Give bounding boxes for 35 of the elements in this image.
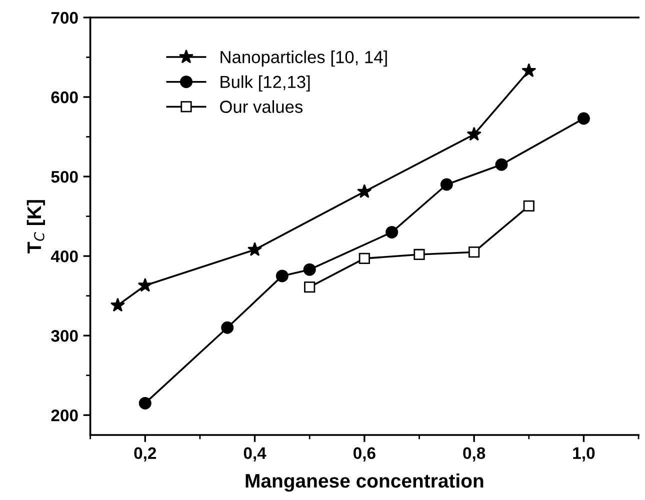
point <box>414 248 425 260</box>
y-tick-label: 500 <box>51 170 78 183</box>
point <box>358 252 370 264</box>
point <box>523 200 534 212</box>
legend-label: Our values <box>220 100 303 113</box>
x-tick-label: 1,0 <box>573 447 595 462</box>
point <box>577 112 590 125</box>
x-tick-label: 0,4 <box>244 447 266 462</box>
point <box>276 270 288 282</box>
legend-label: Nanoparticles [10, 14] <box>220 50 387 67</box>
x-tick-label: 0,6 <box>354 447 376 462</box>
point <box>522 63 536 78</box>
y-tick-label: 300 <box>51 330 78 342</box>
point <box>466 126 482 141</box>
point <box>110 298 126 312</box>
point <box>138 278 152 292</box>
y-tick-label: 700 <box>51 12 78 24</box>
y-tick-label: 200 <box>51 410 78 422</box>
point <box>357 184 372 198</box>
point <box>440 178 453 191</box>
y-tick-label: 400 <box>50 250 78 262</box>
point <box>495 158 508 171</box>
x-axis-title: Manganese concentration <box>246 473 484 492</box>
point <box>304 282 316 293</box>
point <box>386 226 398 238</box>
y-tick-label: 600 <box>51 91 78 104</box>
x-tick-label: 0,8 <box>463 447 486 462</box>
y-axis-title: T$_{C}$ [K] <box>26 200 45 254</box>
point <box>247 242 262 256</box>
point <box>303 263 316 276</box>
legend-label: Bulk [12,13] <box>220 75 310 92</box>
point <box>221 321 234 334</box>
point <box>468 246 480 258</box>
point <box>138 396 152 410</box>
x-tick-label: 0,2 <box>134 447 156 462</box>
